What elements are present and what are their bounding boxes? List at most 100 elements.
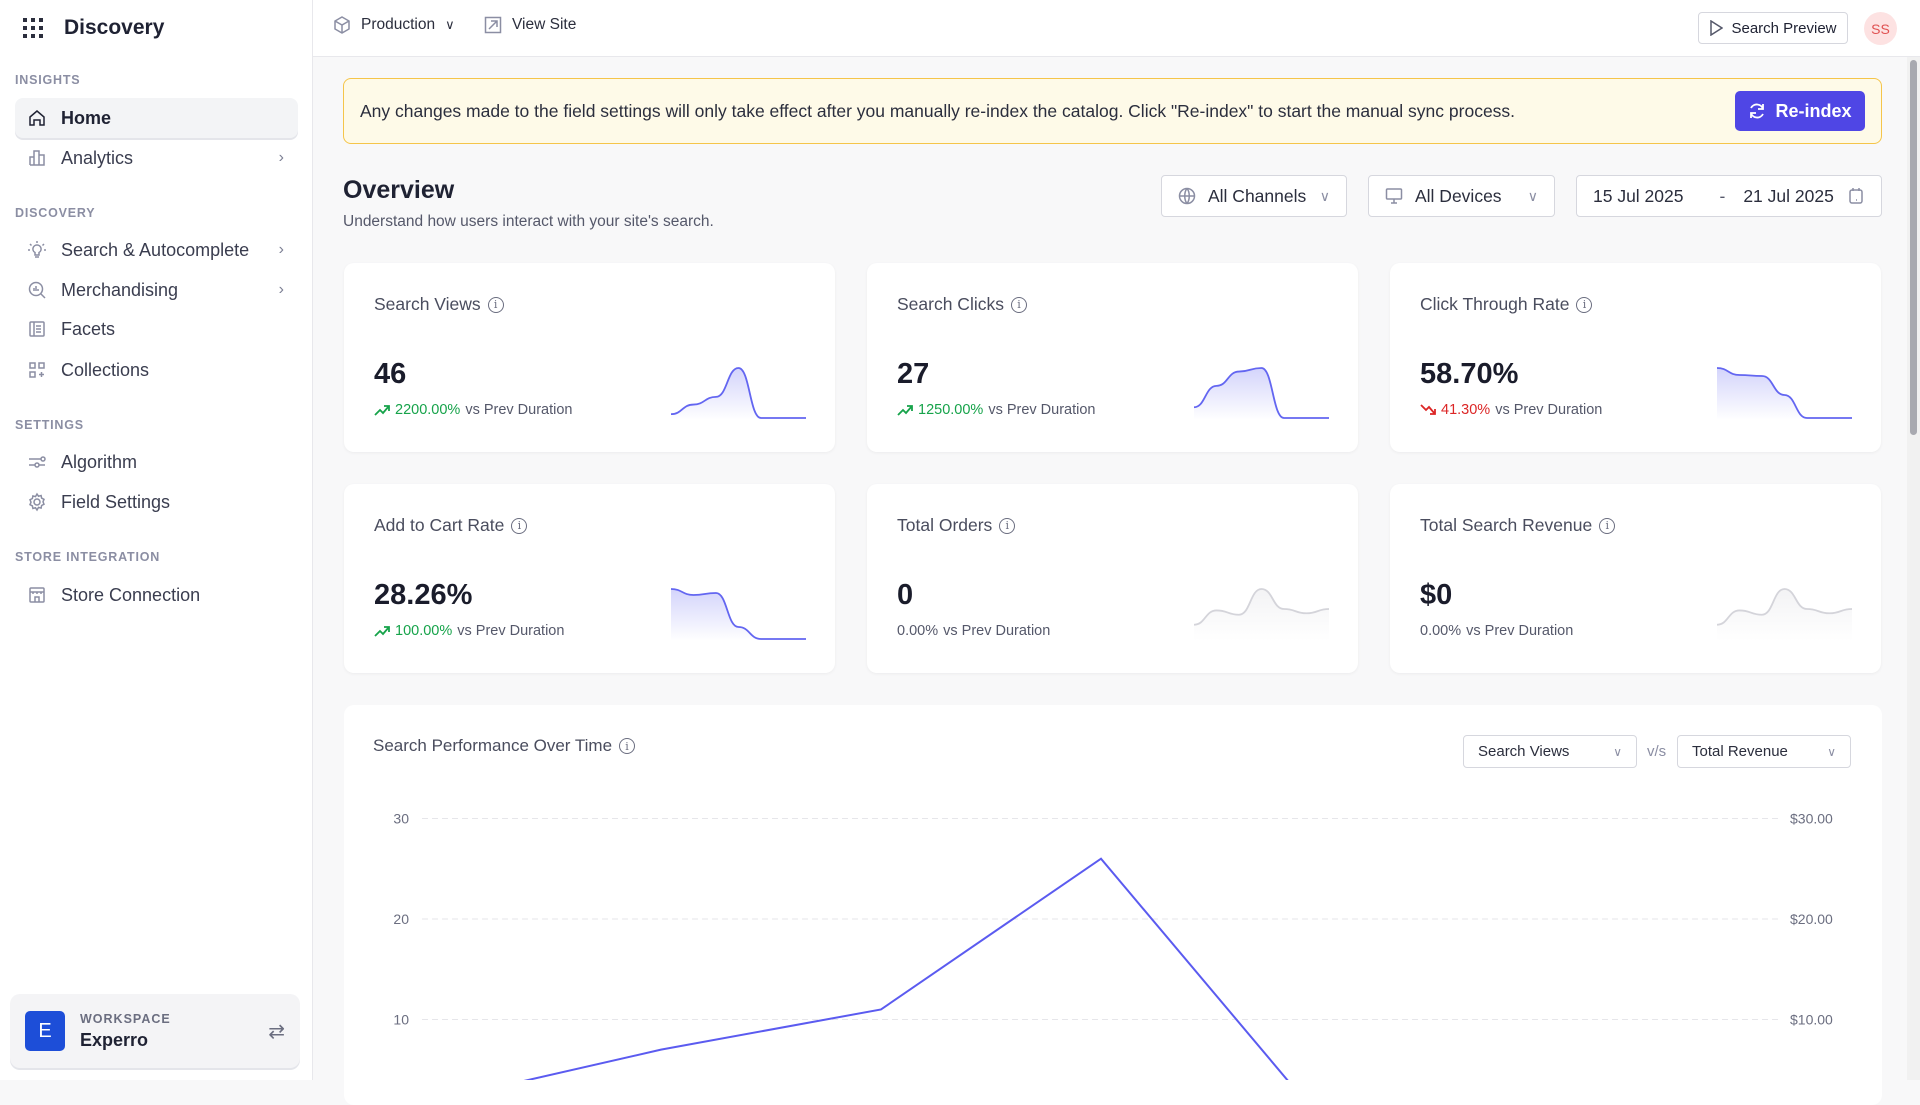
- play-icon: [1710, 20, 1724, 36]
- change-percent: 1250.00%: [918, 402, 984, 418]
- sidebar-item-field-settings[interactable]: Field Settings: [15, 482, 298, 522]
- sidebar-item-label: Search & Autocomplete: [61, 239, 250, 260]
- date-to[interactable]: 21 Jul 2025: [1743, 185, 1834, 206]
- sidebar-item-search-autocomplete[interactable]: Search & Autocomplete ›: [15, 230, 298, 270]
- globe-icon: [1178, 187, 1196, 205]
- list-icon: [29, 321, 45, 337]
- bar-chart-icon: [29, 150, 45, 166]
- date-from[interactable]: 15 Jul 2025: [1593, 185, 1684, 206]
- lightbulb-icon: [28, 241, 46, 258]
- info-icon[interactable]: i: [1010, 296, 1027, 313]
- sparkline-area: [671, 368, 806, 420]
- workspace-switcher[interactable]: E WORKSPACE Experro ⇄: [10, 994, 300, 1068]
- card-change: 41.30% vs Prev Duration: [1420, 402, 1602, 418]
- sidebar-item-label: Collections: [61, 359, 150, 380]
- external-link-icon: [484, 16, 502, 34]
- card-change: 0.00% vs Prev Duration: [897, 623, 1050, 639]
- refresh-icon: [1750, 103, 1765, 119]
- section-label-settings: SETTINGS: [15, 418, 84, 432]
- trend-up-icon: [374, 626, 390, 637]
- sparkline-line: [670, 588, 806, 640]
- environment-dropdown[interactable]: Production ∨: [333, 16, 455, 34]
- page-subtitle: Understand how users interact with your …: [343, 213, 714, 230]
- sidebar-item-label: Merchandising: [61, 279, 179, 300]
- chart-title-text: Search Performance Over Time: [373, 736, 613, 755]
- sidebar-item-collections[interactable]: Collections: [15, 350, 298, 390]
- search-preview-label: Search Preview: [1731, 19, 1837, 37]
- card-title: Add to Cart Rate i: [374, 515, 528, 536]
- card-value: 27: [897, 358, 930, 390]
- change-percent: 2200.00%: [395, 402, 461, 418]
- store-icon: [29, 587, 45, 603]
- calendar-icon[interactable]: [1847, 187, 1865, 205]
- sidebar-item-home[interactable]: Home: [15, 98, 298, 138]
- metric-card: Add to Cart Rate i 28.26% 100.00% vs Prev …: [344, 484, 835, 673]
- chevron-down-icon: ∨: [1527, 187, 1538, 204]
- app-title: Discovery: [64, 16, 165, 39]
- metric-card: Total Orders i 0 0.00% vs Prev Duration: [867, 484, 1358, 673]
- search-chart-icon: [28, 281, 46, 299]
- metric-card: Search Clicks i 27 1250.00% vs Prev Durati…: [867, 263, 1358, 452]
- search-preview-button[interactable]: Search Preview: [1698, 12, 1848, 44]
- sidebar-item-analytics[interactable]: Analytics ›: [15, 138, 298, 178]
- card-title: Total Orders i: [897, 515, 1016, 536]
- sparkline-line: [1716, 367, 1852, 419]
- chevron-right-icon: ›: [278, 241, 284, 258]
- card-title-text: Add to Cart Rate: [374, 515, 505, 535]
- sidebar-item-label: Facets: [61, 318, 116, 339]
- app-grid-icon[interactable]: [22, 17, 44, 39]
- sparkline-area: [1194, 589, 1329, 641]
- date-separator: -: [1719, 185, 1726, 206]
- sidebar-item-label: Field Settings: [61, 491, 171, 512]
- performance-chart-card: [344, 705, 1882, 1105]
- sidebar-item-label: Algorithm: [61, 451, 138, 472]
- switch-arrows-icon[interactable]: ⇄: [268, 1020, 285, 1043]
- metric-card: Total Search Revenue i $0 0.00% vs Prev Du…: [1390, 484, 1881, 673]
- device-filter-value: All Devices: [1415, 185, 1502, 206]
- channel-filter[interactable]: All Channels ∨: [1161, 175, 1347, 217]
- reindex-button[interactable]: Re-index: [1735, 91, 1865, 131]
- sidebar-item-label: Analytics: [61, 147, 134, 168]
- chevron-right-icon: ›: [278, 281, 284, 298]
- chevron-down-icon: ∨: [445, 17, 455, 32]
- info-icon[interactable]: i: [487, 296, 504, 313]
- top-bar: Production ∨ View Site Search Preview SS: [313, 0, 1920, 57]
- info-icon[interactable]: i: [999, 517, 1016, 534]
- left-metric-select[interactable]: Search Views ∨: [1463, 735, 1637, 768]
- metric-card: Click Through Rate i 58.70% 41.30% vs Prev…: [1390, 263, 1881, 452]
- trend-up-icon: [897, 405, 913, 416]
- section-label-insights: INSIGHTS: [15, 73, 81, 87]
- device-filter[interactable]: All Devices ∨: [1368, 175, 1555, 217]
- reindex-label: Re-index: [1775, 100, 1852, 121]
- sidebar-item-store-connection[interactable]: Store Connection: [15, 575, 298, 615]
- view-site-link[interactable]: View Site: [484, 16, 576, 34]
- sidebar-item-facets[interactable]: Facets: [15, 309, 298, 349]
- change-percent: 0.00%: [897, 623, 939, 639]
- sparkline-line: [1193, 588, 1330, 626]
- sidebar-item-algorithm[interactable]: Algorithm: [15, 442, 298, 482]
- card-title-text: Click Through Rate: [1420, 294, 1570, 314]
- info-icon[interactable]: i: [619, 738, 636, 754]
- trend-up-icon: [374, 405, 390, 416]
- sparkline: [1716, 367, 1852, 420]
- card-value: $0: [1420, 579, 1453, 611]
- user-avatar[interactable]: SS: [1864, 12, 1897, 45]
- change-suffix: vs Prev Duration: [457, 623, 565, 639]
- info-icon[interactable]: i: [1599, 517, 1616, 534]
- sidebar-item-merchandising[interactable]: Merchandising ›: [15, 270, 298, 310]
- card-title: Total Search Revenue i: [1420, 515, 1616, 536]
- info-icon[interactable]: i: [1576, 296, 1593, 313]
- page-title: Overview: [343, 176, 455, 204]
- change-percent: 0.00%: [1420, 623, 1462, 639]
- right-metric-select[interactable]: Total Revenue ∨: [1677, 735, 1851, 768]
- sparkline-line: [670, 367, 806, 419]
- versus-label: v/s: [1647, 743, 1667, 760]
- cube-icon: [334, 16, 350, 34]
- channel-filter-value: All Channels: [1208, 185, 1307, 206]
- card-value: 58.70%: [1420, 358, 1519, 390]
- scrollbar-thumb[interactable]: [1910, 60, 1917, 435]
- date-range-picker[interactable]: 15 Jul 2025 - 21 Jul 2025: [1576, 175, 1882, 217]
- info-icon[interactable]: i: [511, 517, 528, 534]
- card-title-text: Total Search Revenue: [1420, 515, 1593, 535]
- card-title: Search Views i: [374, 294, 504, 315]
